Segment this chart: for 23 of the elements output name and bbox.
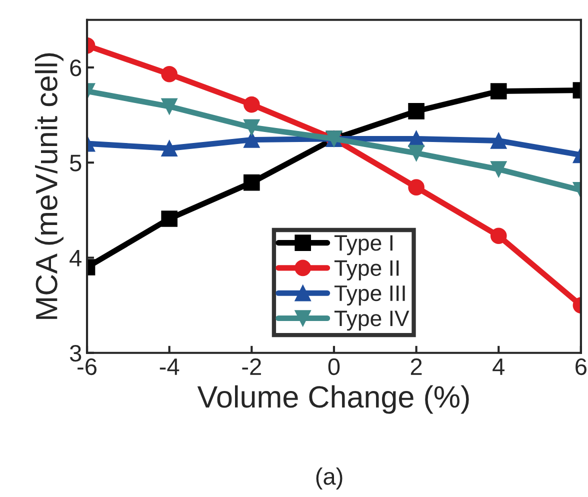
legend-label: Type II xyxy=(334,260,399,280)
y-axis-title: MCA (meV/unit cell) xyxy=(34,53,64,319)
x-tick-label: 4 xyxy=(492,358,504,375)
legend-label: Type I xyxy=(334,235,392,256)
y-tick-label: 6 xyxy=(70,60,82,76)
x-tick-label: 2 xyxy=(410,358,422,375)
legend-label: Type IV xyxy=(334,310,410,331)
x-tick-label: 6 xyxy=(576,358,586,376)
point xyxy=(244,174,260,191)
point xyxy=(408,179,424,196)
x-axis-title: Volume Change (%) xyxy=(197,385,469,414)
y-tick-label: 4 xyxy=(70,250,82,266)
x-tick-label: -4 xyxy=(160,358,180,375)
point xyxy=(244,132,260,148)
x-tick-label: 0 xyxy=(328,358,340,376)
x-tick-label: -2 xyxy=(242,358,261,375)
point xyxy=(244,119,260,136)
legend-label: Type III xyxy=(334,286,405,306)
point xyxy=(408,103,424,120)
text: (a) xyxy=(316,468,342,490)
point xyxy=(244,96,260,113)
y-tick-label: 5 xyxy=(70,154,82,172)
point xyxy=(408,144,424,162)
